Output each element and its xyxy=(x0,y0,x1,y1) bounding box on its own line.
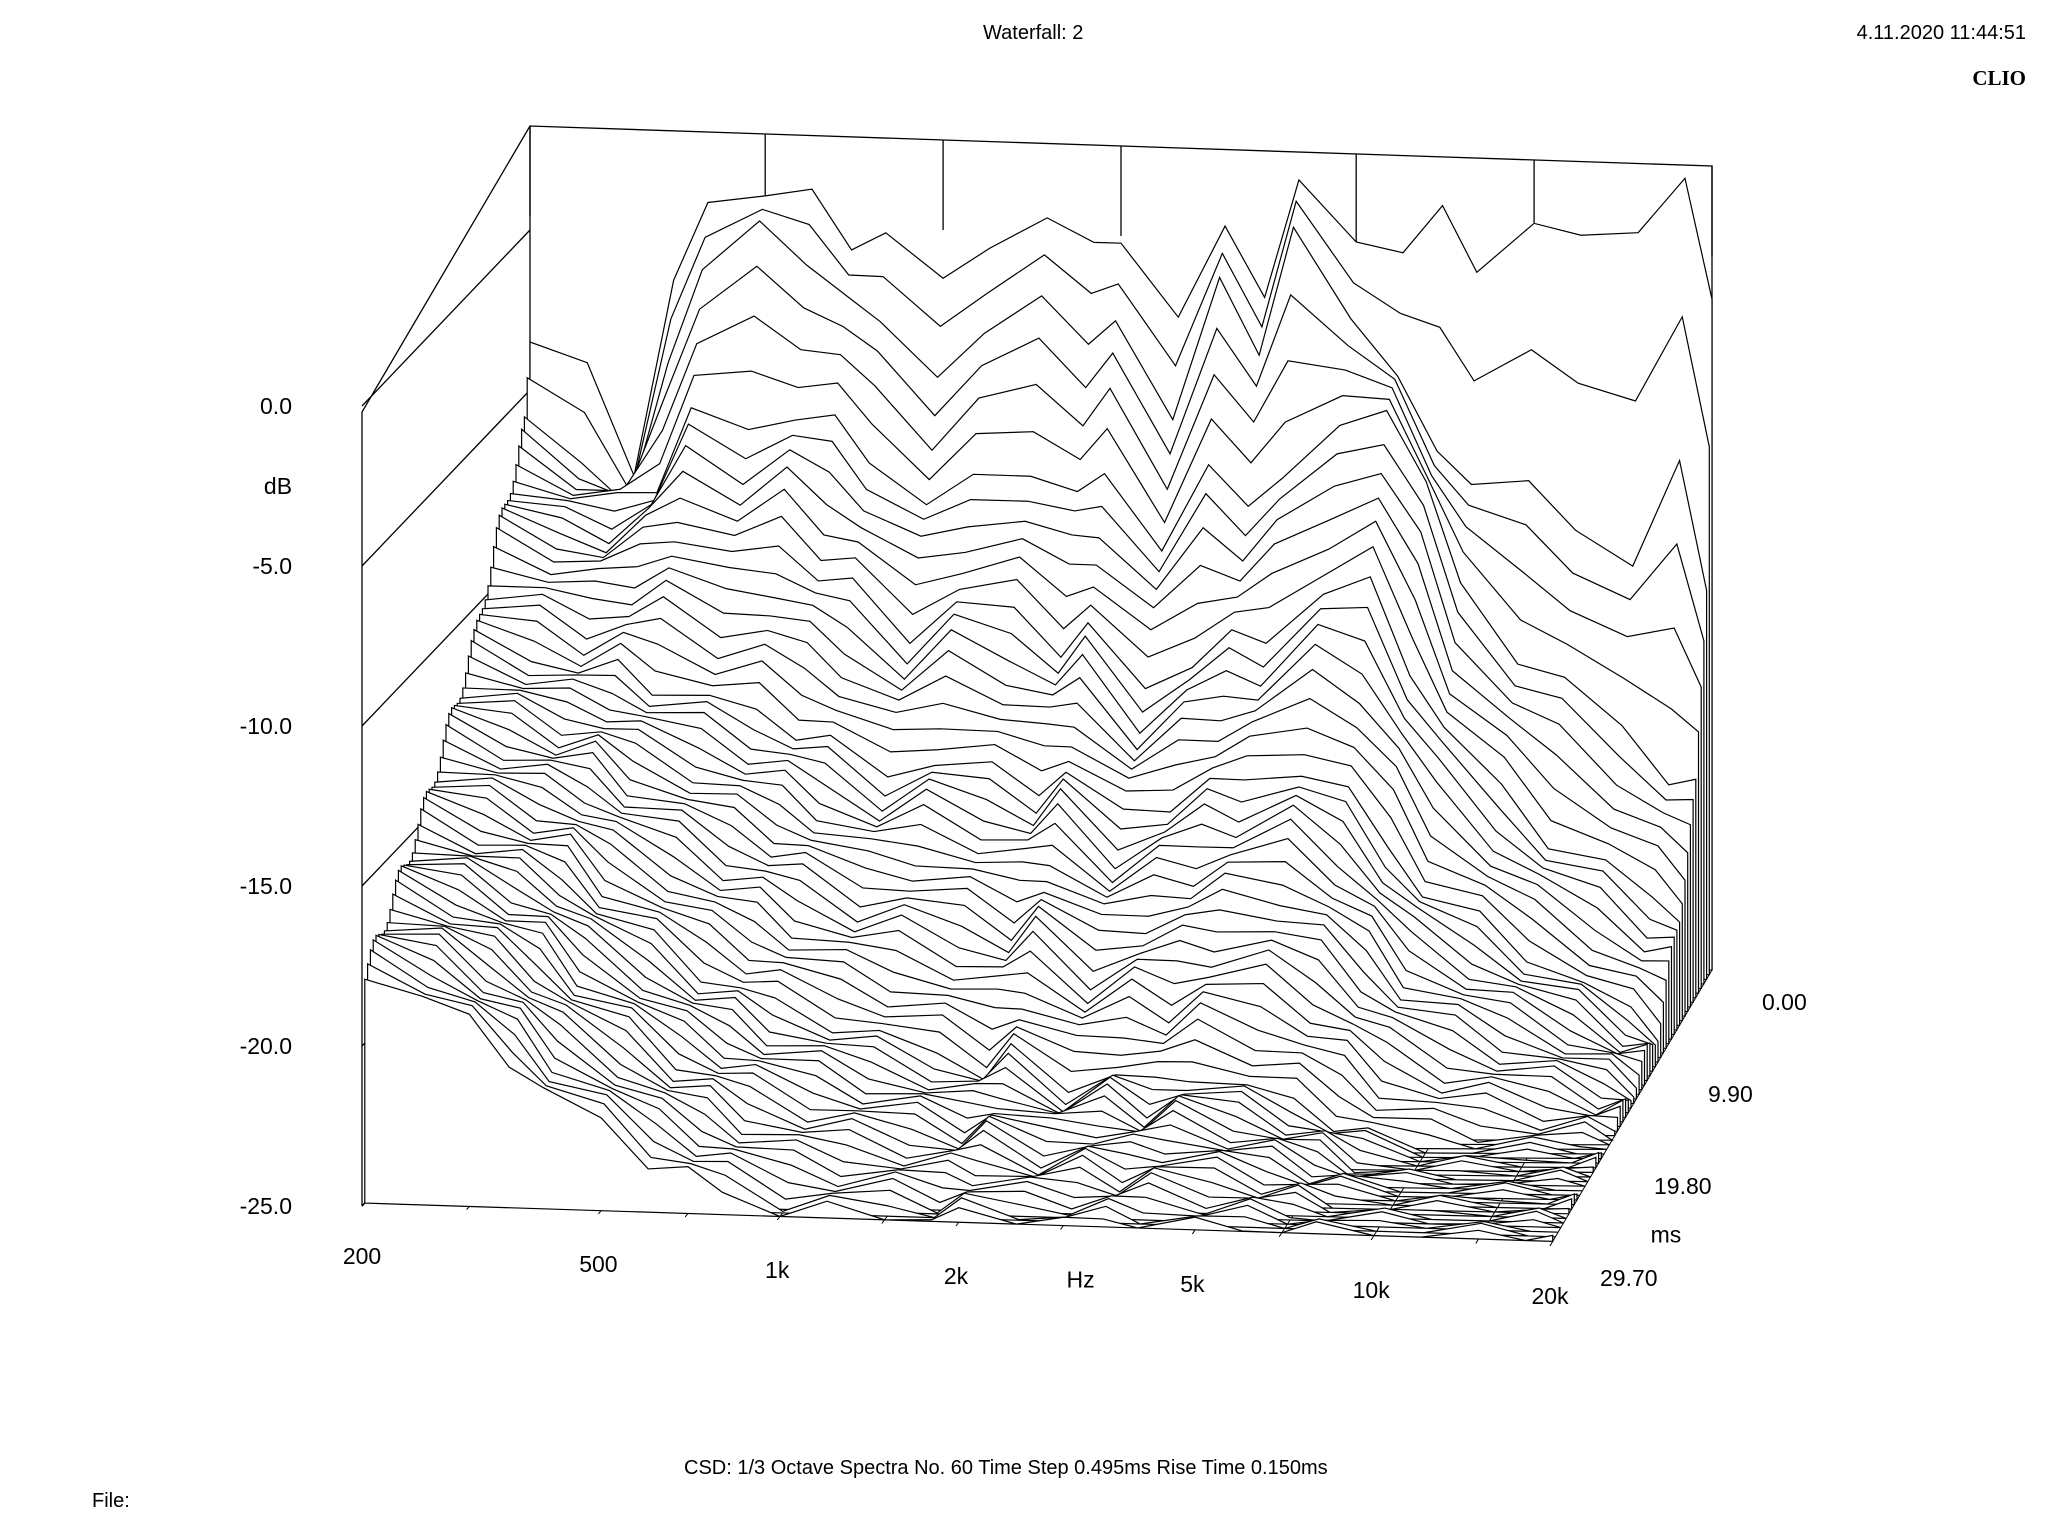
x-tick-label: 10k xyxy=(1353,1277,1391,1303)
side-grid-line xyxy=(361,389,531,567)
side-wall xyxy=(361,125,531,1206)
axis-labels: 0.0 -5.0 -10.0 -15.0 -20.0 -25.0 dB 200 500 1k 2k 5… xyxy=(240,393,1807,1309)
x-tick-label: 20k xyxy=(1531,1283,1569,1309)
x-tick-label: 2k xyxy=(944,1263,969,1289)
brand-logo-text: CLIO xyxy=(1972,66,2026,90)
z-tick-label: 19.80 xyxy=(1654,1173,1712,1199)
z-tick-label: 29.70 xyxy=(1600,1265,1658,1291)
y-tick-label: -15.0 xyxy=(240,873,292,899)
timestamp: 4.11.2020 11:44:51 xyxy=(1856,22,2026,44)
csd-settings: CSD: 1/3 Octave Spectra No. 60 Time Step… xyxy=(684,1457,1328,1479)
x-tick-label: 1k xyxy=(765,1257,790,1283)
y-tick-label: -25.0 xyxy=(240,1193,292,1219)
y-tick-label: -5.0 xyxy=(252,553,292,579)
spectra-slices xyxy=(364,176,1713,1243)
y-tick-label: 0.0 xyxy=(260,393,292,419)
spectrum-slice xyxy=(364,978,1554,1243)
x-tick-label: 500 xyxy=(579,1251,617,1277)
z-axis-label: ms xyxy=(1651,1221,1682,1247)
x-tick-label: 5k xyxy=(1180,1271,1205,1297)
x-axis-label: Hz xyxy=(1067,1267,1095,1293)
y-tick-label: -20.0 xyxy=(240,1033,292,1059)
x-tick-label: 200 xyxy=(343,1243,381,1269)
chart-title: Waterfall: 2 xyxy=(983,22,1084,44)
z-tick-label: 0.00 xyxy=(1762,989,1807,1015)
file-label: File: xyxy=(92,1490,130,1512)
y-tick-label: -10.0 xyxy=(240,713,292,739)
side-grid-line xyxy=(361,229,531,407)
z-tick-label: 9.90 xyxy=(1708,1081,1753,1107)
y-axis-label: dB xyxy=(264,473,292,499)
